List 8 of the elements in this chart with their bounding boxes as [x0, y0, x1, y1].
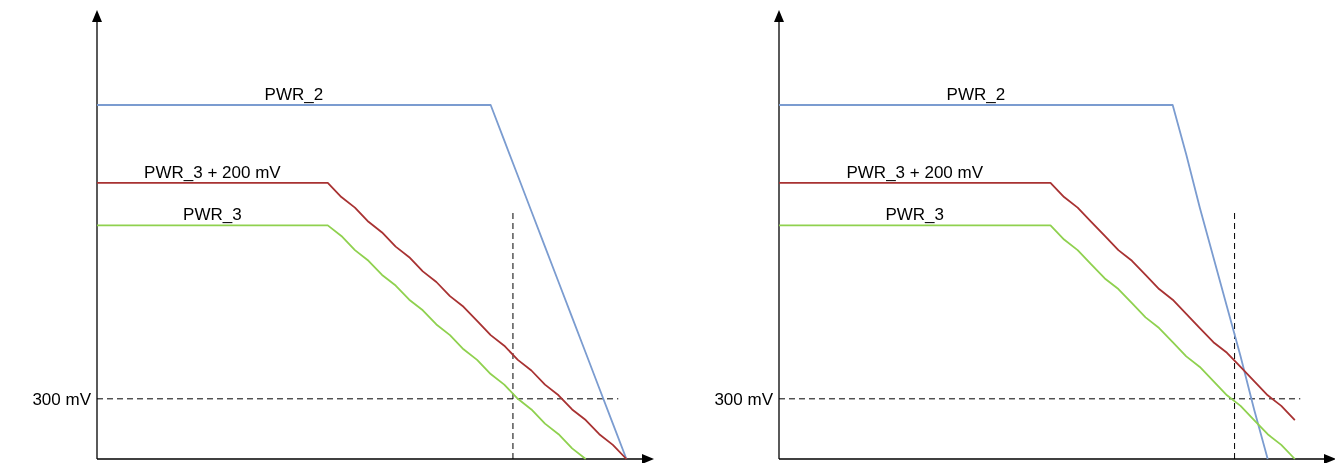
ref-line-label: 300 mV — [714, 389, 774, 409]
series-label: PWR_3 — [183, 205, 242, 225]
series-label: PWR_3 + 200 mV — [846, 162, 984, 182]
series-label: PWR_2 — [264, 85, 324, 104]
ref-line-label: 300 mV — [32, 389, 92, 409]
series-label: PWR_3 — [885, 205, 945, 225]
series-label: PWR_2 — [946, 85, 1006, 104]
series-label: PWR_3 + 200 mV — [144, 162, 282, 182]
